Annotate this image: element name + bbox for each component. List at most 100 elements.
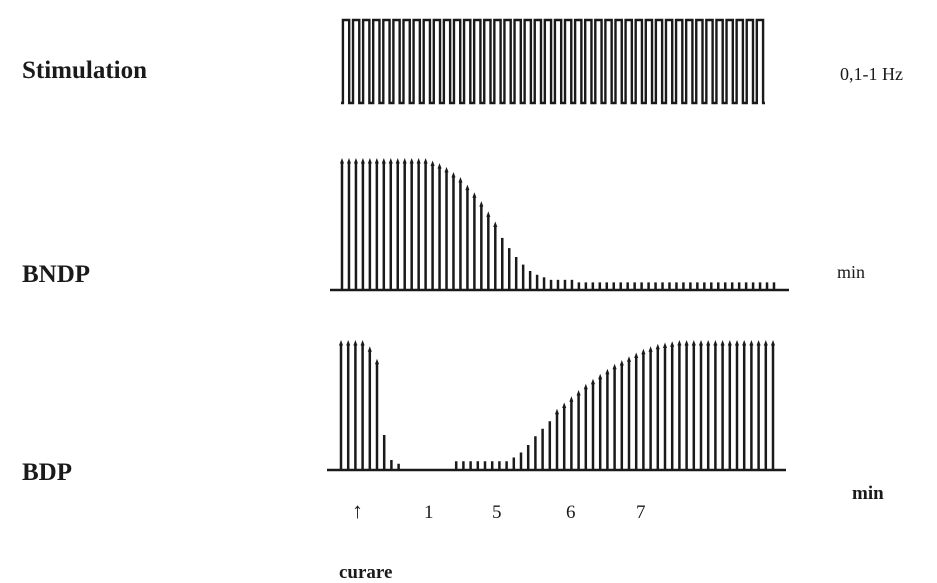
bndp-bar xyxy=(507,248,511,290)
bndp-bar xyxy=(528,270,532,290)
bndp-bar xyxy=(661,282,664,290)
bdp-bar-tip xyxy=(353,340,358,346)
bdp-bar xyxy=(526,445,530,470)
bdp-bar-tip xyxy=(367,346,372,352)
bdp-bar-tip xyxy=(691,340,696,346)
bdp-bar xyxy=(685,345,688,470)
bndp-bar xyxy=(570,279,574,290)
bdp-bar-tip xyxy=(742,340,747,346)
bdp-bar xyxy=(562,407,566,470)
bndp-bar-tip xyxy=(437,163,442,169)
bdp-bar-tip xyxy=(713,340,718,346)
bndp-bar xyxy=(445,171,448,290)
bdp-bar-tip xyxy=(598,373,603,380)
bndp-bar-tip xyxy=(409,158,414,164)
bndp-bar xyxy=(501,237,504,290)
bndp-bar xyxy=(563,279,567,290)
bndp-bar xyxy=(703,282,706,290)
bndp-bar xyxy=(682,282,685,290)
bdp-bar-tip xyxy=(590,378,596,385)
bndp-bar xyxy=(598,282,602,290)
bndp-bar-tip xyxy=(458,177,463,183)
stimulation-square-wave xyxy=(341,18,765,105)
bdp-bar-tip xyxy=(677,340,682,346)
time-tick-1: 1 xyxy=(424,502,434,523)
bndp-bar xyxy=(340,163,344,290)
bdp-bar-tip xyxy=(720,340,725,346)
bdp-bar xyxy=(771,345,775,470)
bdp-bar-tip xyxy=(734,340,740,346)
bdp-bar xyxy=(382,435,386,470)
bndp-bar xyxy=(758,282,762,290)
bndp-bar xyxy=(347,163,351,290)
bdp-bar xyxy=(354,345,357,470)
bndp-bar-tip xyxy=(472,192,477,198)
bdp-bar xyxy=(757,345,760,470)
bndp-bar-tip xyxy=(430,160,435,167)
bndp-bar xyxy=(689,282,692,290)
bndp-bar-tip xyxy=(388,158,393,164)
bndp-bar xyxy=(410,163,413,290)
bdp-bar-tip xyxy=(706,340,711,346)
bdp-bar-tip xyxy=(634,352,639,358)
bdp-bar xyxy=(512,457,516,470)
bndp-bar xyxy=(521,264,525,290)
bndp-bar xyxy=(438,168,441,290)
bdp-bar-tip xyxy=(554,408,560,415)
stimulation-frequency: 0,1-1 Hz xyxy=(840,64,903,84)
bdp-bar xyxy=(548,421,552,470)
bdp-bar-tip xyxy=(583,383,588,390)
bdp-bar xyxy=(627,361,631,470)
bndp-bar xyxy=(647,282,650,290)
bdp-bar xyxy=(570,401,573,470)
bndp-label: BNDP xyxy=(22,261,91,288)
bdp-bar-tip xyxy=(749,340,754,346)
bdp-bar-tip xyxy=(619,360,624,366)
bndp-bar-tip xyxy=(486,211,491,217)
bdp-bar-tip xyxy=(727,340,732,346)
bdp-bar xyxy=(678,345,681,470)
bndp-bar xyxy=(710,282,713,290)
bndp-bar xyxy=(487,216,490,290)
bdp-bar-tip xyxy=(360,340,365,346)
bndp-bar xyxy=(535,274,539,290)
bdp-bar xyxy=(498,461,501,470)
bndp-bar-tip xyxy=(465,184,470,191)
bdp-bar xyxy=(706,345,710,470)
bndp-bar-tip xyxy=(346,158,352,164)
bdp-bar xyxy=(483,461,487,470)
bdp-bar xyxy=(764,345,768,470)
bndp-bar xyxy=(431,165,434,290)
bdp-bar xyxy=(656,348,660,470)
bdp-bar-tip xyxy=(338,340,344,346)
bdp-bar xyxy=(598,378,602,470)
bndp-bar-tip xyxy=(339,158,345,164)
bndp-time-unit: min xyxy=(837,262,866,282)
bdp-bar xyxy=(670,346,674,470)
bdp-bar-tip xyxy=(569,396,574,402)
bdp-bar xyxy=(577,395,580,470)
bndp-bar xyxy=(640,282,643,290)
bndp-bar xyxy=(459,182,462,290)
bndp-bar-tip xyxy=(479,201,484,207)
bndp-bar xyxy=(730,282,734,290)
bdp-bar-tip xyxy=(612,363,617,370)
bndp-bar xyxy=(452,176,455,290)
bndp-bar-tip xyxy=(444,166,449,173)
bndp-bar xyxy=(633,282,636,290)
bndp-bar xyxy=(466,189,469,290)
bndp-bar xyxy=(675,282,678,290)
time-tick-6: 6 xyxy=(566,502,576,523)
bndp-bar xyxy=(723,282,727,290)
bdp-bar-tip xyxy=(374,358,380,365)
bndp-bar-tip xyxy=(395,158,400,164)
bdp-bar xyxy=(584,388,588,470)
bdp-bar xyxy=(541,428,544,470)
bdp-bar xyxy=(339,345,343,470)
bndp-bar xyxy=(556,279,560,290)
bdp-bar xyxy=(620,365,624,470)
bndp-bar xyxy=(765,282,769,290)
bndp-bar xyxy=(375,163,379,290)
